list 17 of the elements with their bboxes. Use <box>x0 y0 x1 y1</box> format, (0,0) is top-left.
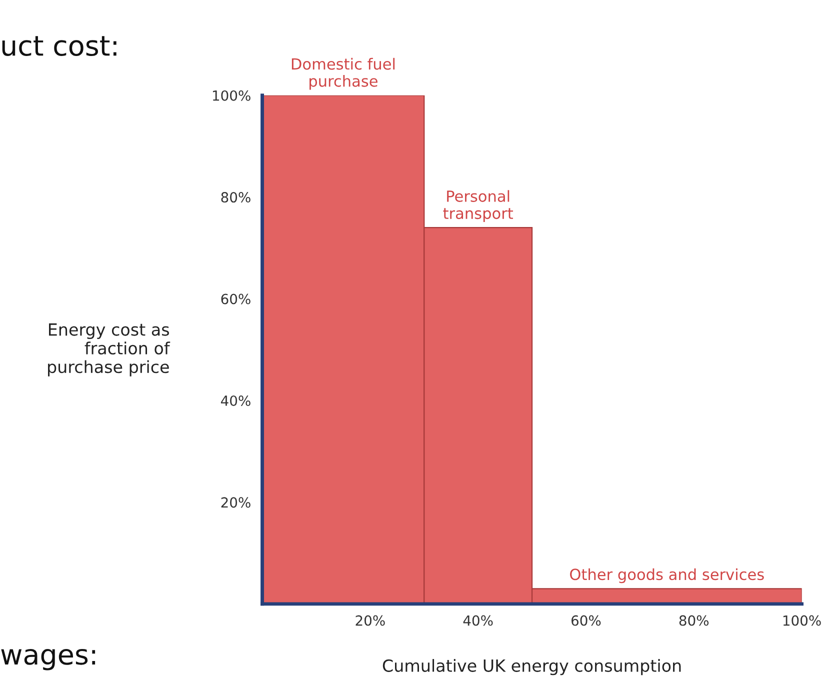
annotation: Domestic fuel purchase <box>292 58 395 90</box>
y-axis-title: Energy cost as fraction of purchase price <box>48 323 170 376</box>
y-tick-label: 100% <box>212 90 250 101</box>
y-tick-label: 20% <box>221 497 250 508</box>
y-tick-label: 60% <box>221 294 250 304</box>
text: uct cost: <box>2 36 116 56</box>
x-tick-label: 40% <box>463 615 493 626</box>
x-tick-label: 100% <box>783 615 821 626</box>
x-tick-label: 60% <box>572 615 601 626</box>
y-tick-label: 80% <box>221 192 250 203</box>
x-tick-label: 80% <box>679 615 709 626</box>
annotation: Personal transport <box>443 190 514 222</box>
annotation: Other goods and services <box>570 568 764 584</box>
text: wages: <box>1 648 96 670</box>
y-tick-label: 40% <box>220 395 250 406</box>
x-axis-title: Cumulative UK energy consumption <box>382 659 681 676</box>
x-tick-label: 20% <box>356 615 385 626</box>
